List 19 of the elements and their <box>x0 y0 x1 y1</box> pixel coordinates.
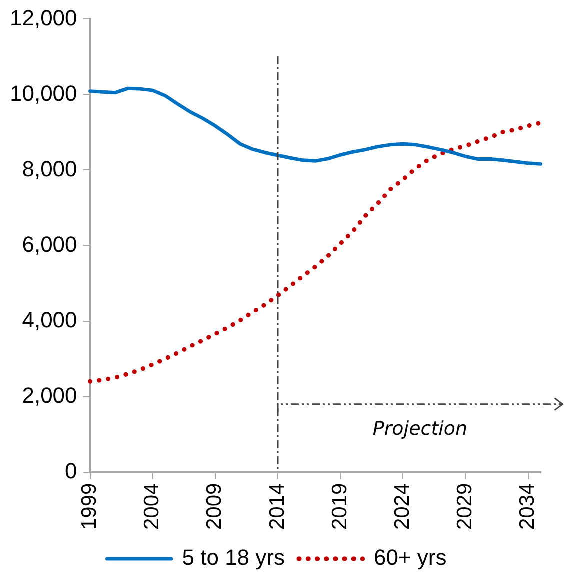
x-tick-label: 2019 <box>328 483 352 530</box>
y-tick-label: 2,000 <box>22 382 78 408</box>
legend-label: 60+ yrs <box>374 545 447 570</box>
y-tick-label: 6,000 <box>22 232 78 257</box>
y-tick-label: 12,000 <box>10 5 78 30</box>
y-tick-label: 4,000 <box>22 307 78 332</box>
x-tick-label: 2009 <box>203 483 226 530</box>
x-tick-label: 2014 <box>266 482 289 530</box>
annotation: Projection <box>372 418 468 440</box>
x-tick-label: 2029 <box>454 483 477 530</box>
y-tick-label: 8,000 <box>22 156 78 182</box>
legend-label: 5 to 18 yrs <box>182 545 285 570</box>
y-tick-label: 10,000 <box>10 80 78 106</box>
x-tick-label: 2024 <box>390 482 414 530</box>
x-tick-label: 2004 <box>140 482 164 530</box>
x-tick-label: 2034 <box>516 482 540 530</box>
y-tick-label: 0 <box>65 458 78 484</box>
x-tick-label: 1999 <box>78 483 102 530</box>
line-series <box>88 120 544 384</box>
